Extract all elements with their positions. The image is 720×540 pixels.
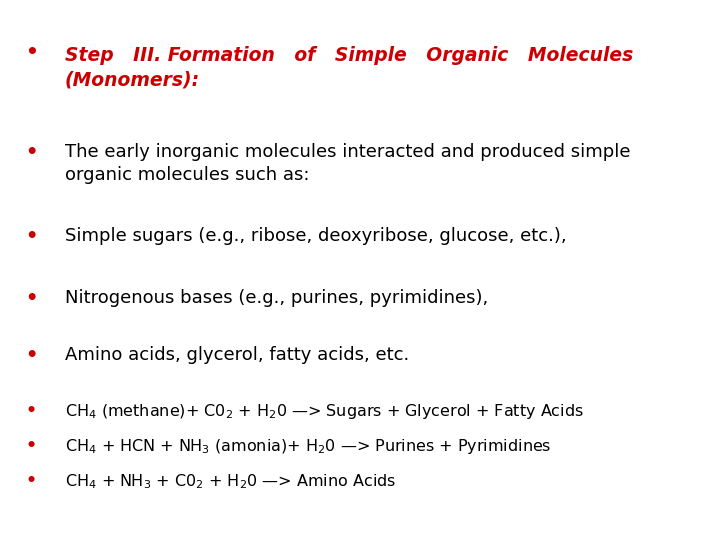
Text: Step   III. Formation   of   Simple   Organic   Molecules
(Monomers):: Step III. Formation of Simple Organic Mo… — [65, 46, 633, 89]
Text: Nitrogenous bases (e.g., purines, pyrimidines),: Nitrogenous bases (e.g., purines, pyrimi… — [65, 289, 488, 307]
Text: •: • — [25, 143, 37, 162]
Text: CH$_4$ + NH$_3$ + C0$_2$ + H$_2$0 —> Amino Acids: CH$_4$ + NH$_3$ + C0$_2$ + H$_2$0 —> Ami… — [65, 472, 396, 491]
Text: •: • — [25, 472, 36, 490]
Text: •: • — [25, 43, 38, 62]
Text: CH$_4$ (methane)+ C0$_2$ + H$_2$0 —> Sugars + Glycerol + Fatty Acids: CH$_4$ (methane)+ C0$_2$ + H$_2$0 —> Sug… — [65, 402, 584, 421]
Text: •: • — [25, 289, 37, 308]
Text: The early inorganic molecules interacted and produced simple
organic molecules s: The early inorganic molecules interacted… — [65, 143, 630, 184]
Text: Simple sugars (e.g., ribose, deoxyribose, glucose, etc.),: Simple sugars (e.g., ribose, deoxyribose… — [65, 227, 567, 245]
Text: Amino acids, glycerol, fatty acids, etc.: Amino acids, glycerol, fatty acids, etc. — [65, 346, 409, 363]
Text: •: • — [25, 402, 36, 420]
Text: •: • — [25, 227, 37, 246]
Text: •: • — [25, 346, 37, 365]
Text: •: • — [25, 437, 36, 455]
Text: CH$_4$ + HCN + NH$_3$ (amonia)+ H$_2$0 —> Purines + Pyrimidines: CH$_4$ + HCN + NH$_3$ (amonia)+ H$_2$0 —… — [65, 437, 552, 456]
